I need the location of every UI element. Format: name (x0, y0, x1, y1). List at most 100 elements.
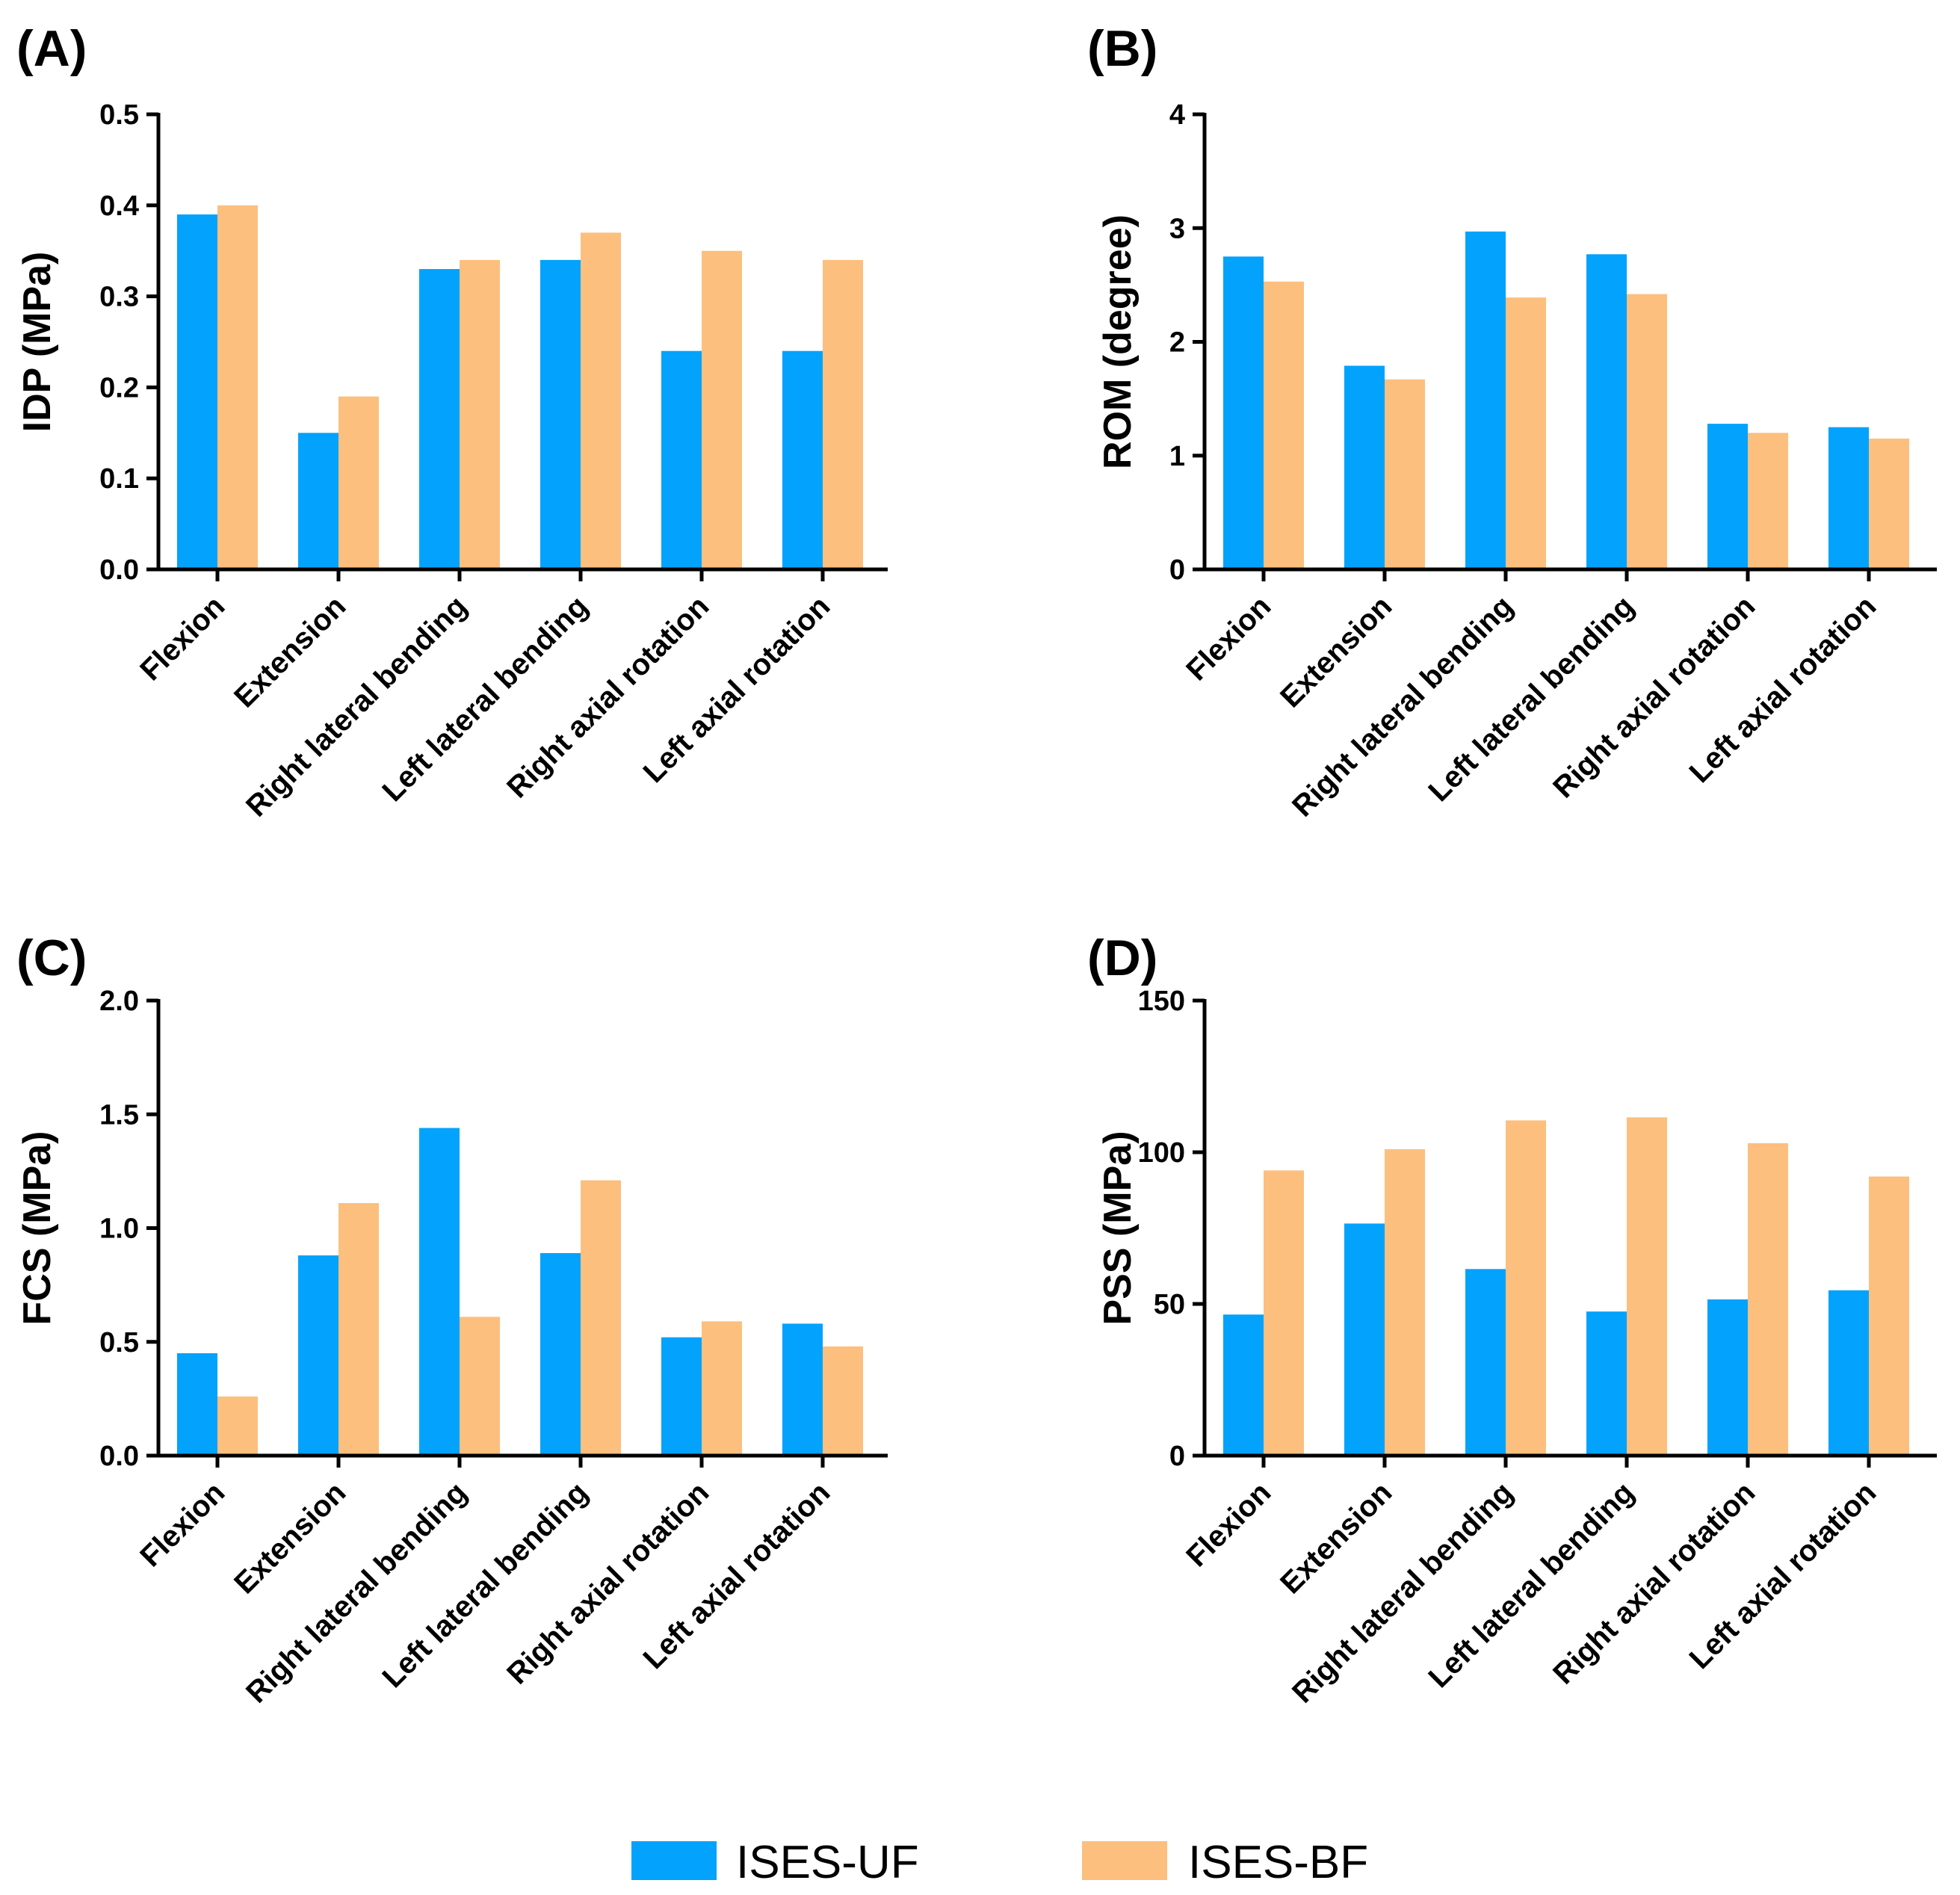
bar-ises-bf-right-axial-rotation (1748, 1143, 1788, 1456)
legend-item-ises-bf: ISES-BF (1082, 1837, 1368, 1888)
bar-ises-uf-left-lateral-bending (540, 1252, 581, 1456)
bar-ises-uf-flexion (177, 1353, 217, 1456)
panel-letter: (C) (16, 930, 87, 986)
bar-ises-uf-extension (298, 433, 338, 569)
bar-ises-bf-right-axial-rotation (702, 1321, 742, 1456)
legend: ISES-UF ISES-BF (631, 1837, 1368, 1888)
bar-ises-uf-right-axial-rotation (1707, 1299, 1748, 1456)
bar-ises-uf-extension (1344, 365, 1385, 569)
y-tick-label: 0.2 (99, 372, 139, 404)
bar-ises-bf-right-lateral-bending (1506, 1120, 1546, 1456)
bar-ises-uf-left-axial-rotation (1828, 1290, 1869, 1456)
y-tick-label: 1.0 (99, 1214, 139, 1245)
x-tick-label-left-lateral-bending: Left lateral bending (376, 590, 594, 808)
y-tick-label: 2 (1169, 327, 1185, 359)
y-tick-label: 0 (1169, 1441, 1185, 1472)
bar-ises-uf-right-axial-rotation (1707, 424, 1748, 569)
x-tick-label-right-axial-rotation: Right axial rotation (501, 1476, 715, 1690)
x-tick-label-extension: Extension (1274, 1476, 1398, 1600)
y-tick-label: 0.5 (99, 1327, 139, 1358)
bar-ises-bf-extension (1385, 1149, 1425, 1456)
x-tick-label-flexion: Flexion (134, 590, 231, 687)
bar-ises-bf-right-axial-rotation (1748, 433, 1788, 569)
x-tick-label-extension: Extension (228, 590, 352, 714)
x-tick-label-flexion: Flexion (1180, 590, 1277, 687)
y-tick-label: 0 (1169, 554, 1185, 586)
legend-item-ises-uf: ISES-UF (631, 1837, 919, 1888)
x-tick-label-left-lateral-bending: Left lateral bending (1422, 1476, 1640, 1694)
bar-ises-bf-flexion (217, 205, 258, 569)
bar-ises-bf-right-lateral-bending (460, 1317, 500, 1456)
legend-swatch (631, 1841, 717, 1880)
x-tick-label-extension: Extension (1274, 590, 1398, 714)
bar-ises-uf-right-axial-rotation (661, 350, 702, 569)
legend-label: ISES-BF (1188, 1837, 1368, 1888)
y-tick-label: 50 (1154, 1289, 1185, 1320)
x-tick-label-left-lateral-bending: Left lateral bending (376, 1476, 594, 1694)
bar-ises-bf-left-lateral-bending (581, 232, 621, 569)
bar-ises-bf-extension (338, 396, 379, 569)
bar-ises-uf-extension (298, 1255, 338, 1456)
bar-ises-bf-flexion (1264, 281, 1304, 569)
x-tick-label-extension: Extension (228, 1476, 352, 1600)
bar-ises-bf-right-axial-rotation (702, 250, 742, 569)
y-tick-label: 0.0 (99, 1441, 139, 1472)
x-tick-label-right-axial-rotation: Right axial rotation (1547, 590, 1761, 804)
bar-ises-bf-right-lateral-bending (460, 259, 500, 569)
y-axis-title: FCS (MPa) (16, 1131, 59, 1326)
bar-ises-bf-right-lateral-bending (1506, 297, 1546, 569)
y-tick-label: 4 (1169, 99, 1185, 131)
bar-ises-uf-flexion (1223, 1314, 1264, 1456)
bar-ises-uf-right-lateral-bending (419, 1128, 460, 1456)
x-tick-label-right-lateral-bending: Right lateral bending (240, 590, 473, 823)
bar-ises-bf-flexion (1264, 1170, 1304, 1456)
bar-ises-uf-left-lateral-bending (1586, 1311, 1627, 1456)
y-tick-label: 100 (1138, 1137, 1185, 1169)
bar-ises-uf-extension (1344, 1223, 1385, 1456)
bar-ises-bf-left-axial-rotation (1869, 438, 1909, 569)
x-tick-label-right-lateral-bending: Right lateral bending (1286, 1476, 1519, 1709)
bar-ises-uf-right-lateral-bending (1465, 1269, 1506, 1456)
y-tick-label: 0.0 (99, 554, 139, 586)
bar-ises-uf-right-lateral-bending (419, 269, 460, 569)
x-tick-label-flexion: Flexion (134, 1476, 231, 1573)
bar-ises-uf-left-lateral-bending (540, 259, 581, 569)
y-tick-label: 1 (1169, 441, 1185, 472)
y-tick-label: 1.5 (99, 1099, 139, 1131)
y-tick-label: 150 (1138, 986, 1185, 1017)
y-axis-title: IDP (MPa) (16, 252, 59, 433)
y-axis-title: ROM (degree) (1096, 214, 1140, 469)
x-tick-label-right-axial-rotation: Right axial rotation (501, 590, 715, 804)
bar-ises-uf-left-lateral-bending (1586, 254, 1627, 569)
x-tick-label-right-axial-rotation: Right axial rotation (1547, 1476, 1761, 1690)
bar-ises-uf-left-axial-rotation (782, 350, 823, 569)
x-tick-label-flexion: Flexion (1180, 1476, 1277, 1573)
bar-ises-bf-extension (1385, 379, 1425, 569)
bar-ises-uf-right-lateral-bending (1465, 231, 1506, 569)
y-tick-label: 0.4 (99, 191, 139, 222)
x-tick-label-left-lateral-bending: Left lateral bending (1422, 590, 1640, 808)
bar-ises-uf-flexion (177, 214, 217, 569)
bar-ises-uf-right-axial-rotation (661, 1337, 702, 1456)
bar-ises-bf-left-lateral-bending (1627, 294, 1667, 569)
y-tick-label: 0.1 (99, 463, 139, 495)
panel-letter: (A) (16, 20, 87, 77)
x-tick-label-right-lateral-bending: Right lateral bending (1286, 590, 1519, 823)
legend-swatch (1082, 1841, 1167, 1880)
bar-ises-bf-flexion (217, 1396, 258, 1456)
y-tick-label: 0.5 (99, 99, 139, 131)
bar-ises-bf-extension (338, 1203, 379, 1456)
bar-ises-bf-left-lateral-bending (581, 1180, 621, 1456)
panel-letter: (D) (1087, 930, 1157, 986)
bar-ises-bf-left-lateral-bending (1627, 1117, 1667, 1456)
panel-letter: (B) (1087, 20, 1157, 77)
y-tick-label: 0.3 (99, 282, 139, 313)
y-tick-label: 2.0 (99, 986, 139, 1017)
bar-ises-uf-flexion (1223, 256, 1264, 569)
bar-ises-uf-left-axial-rotation (782, 1323, 823, 1456)
